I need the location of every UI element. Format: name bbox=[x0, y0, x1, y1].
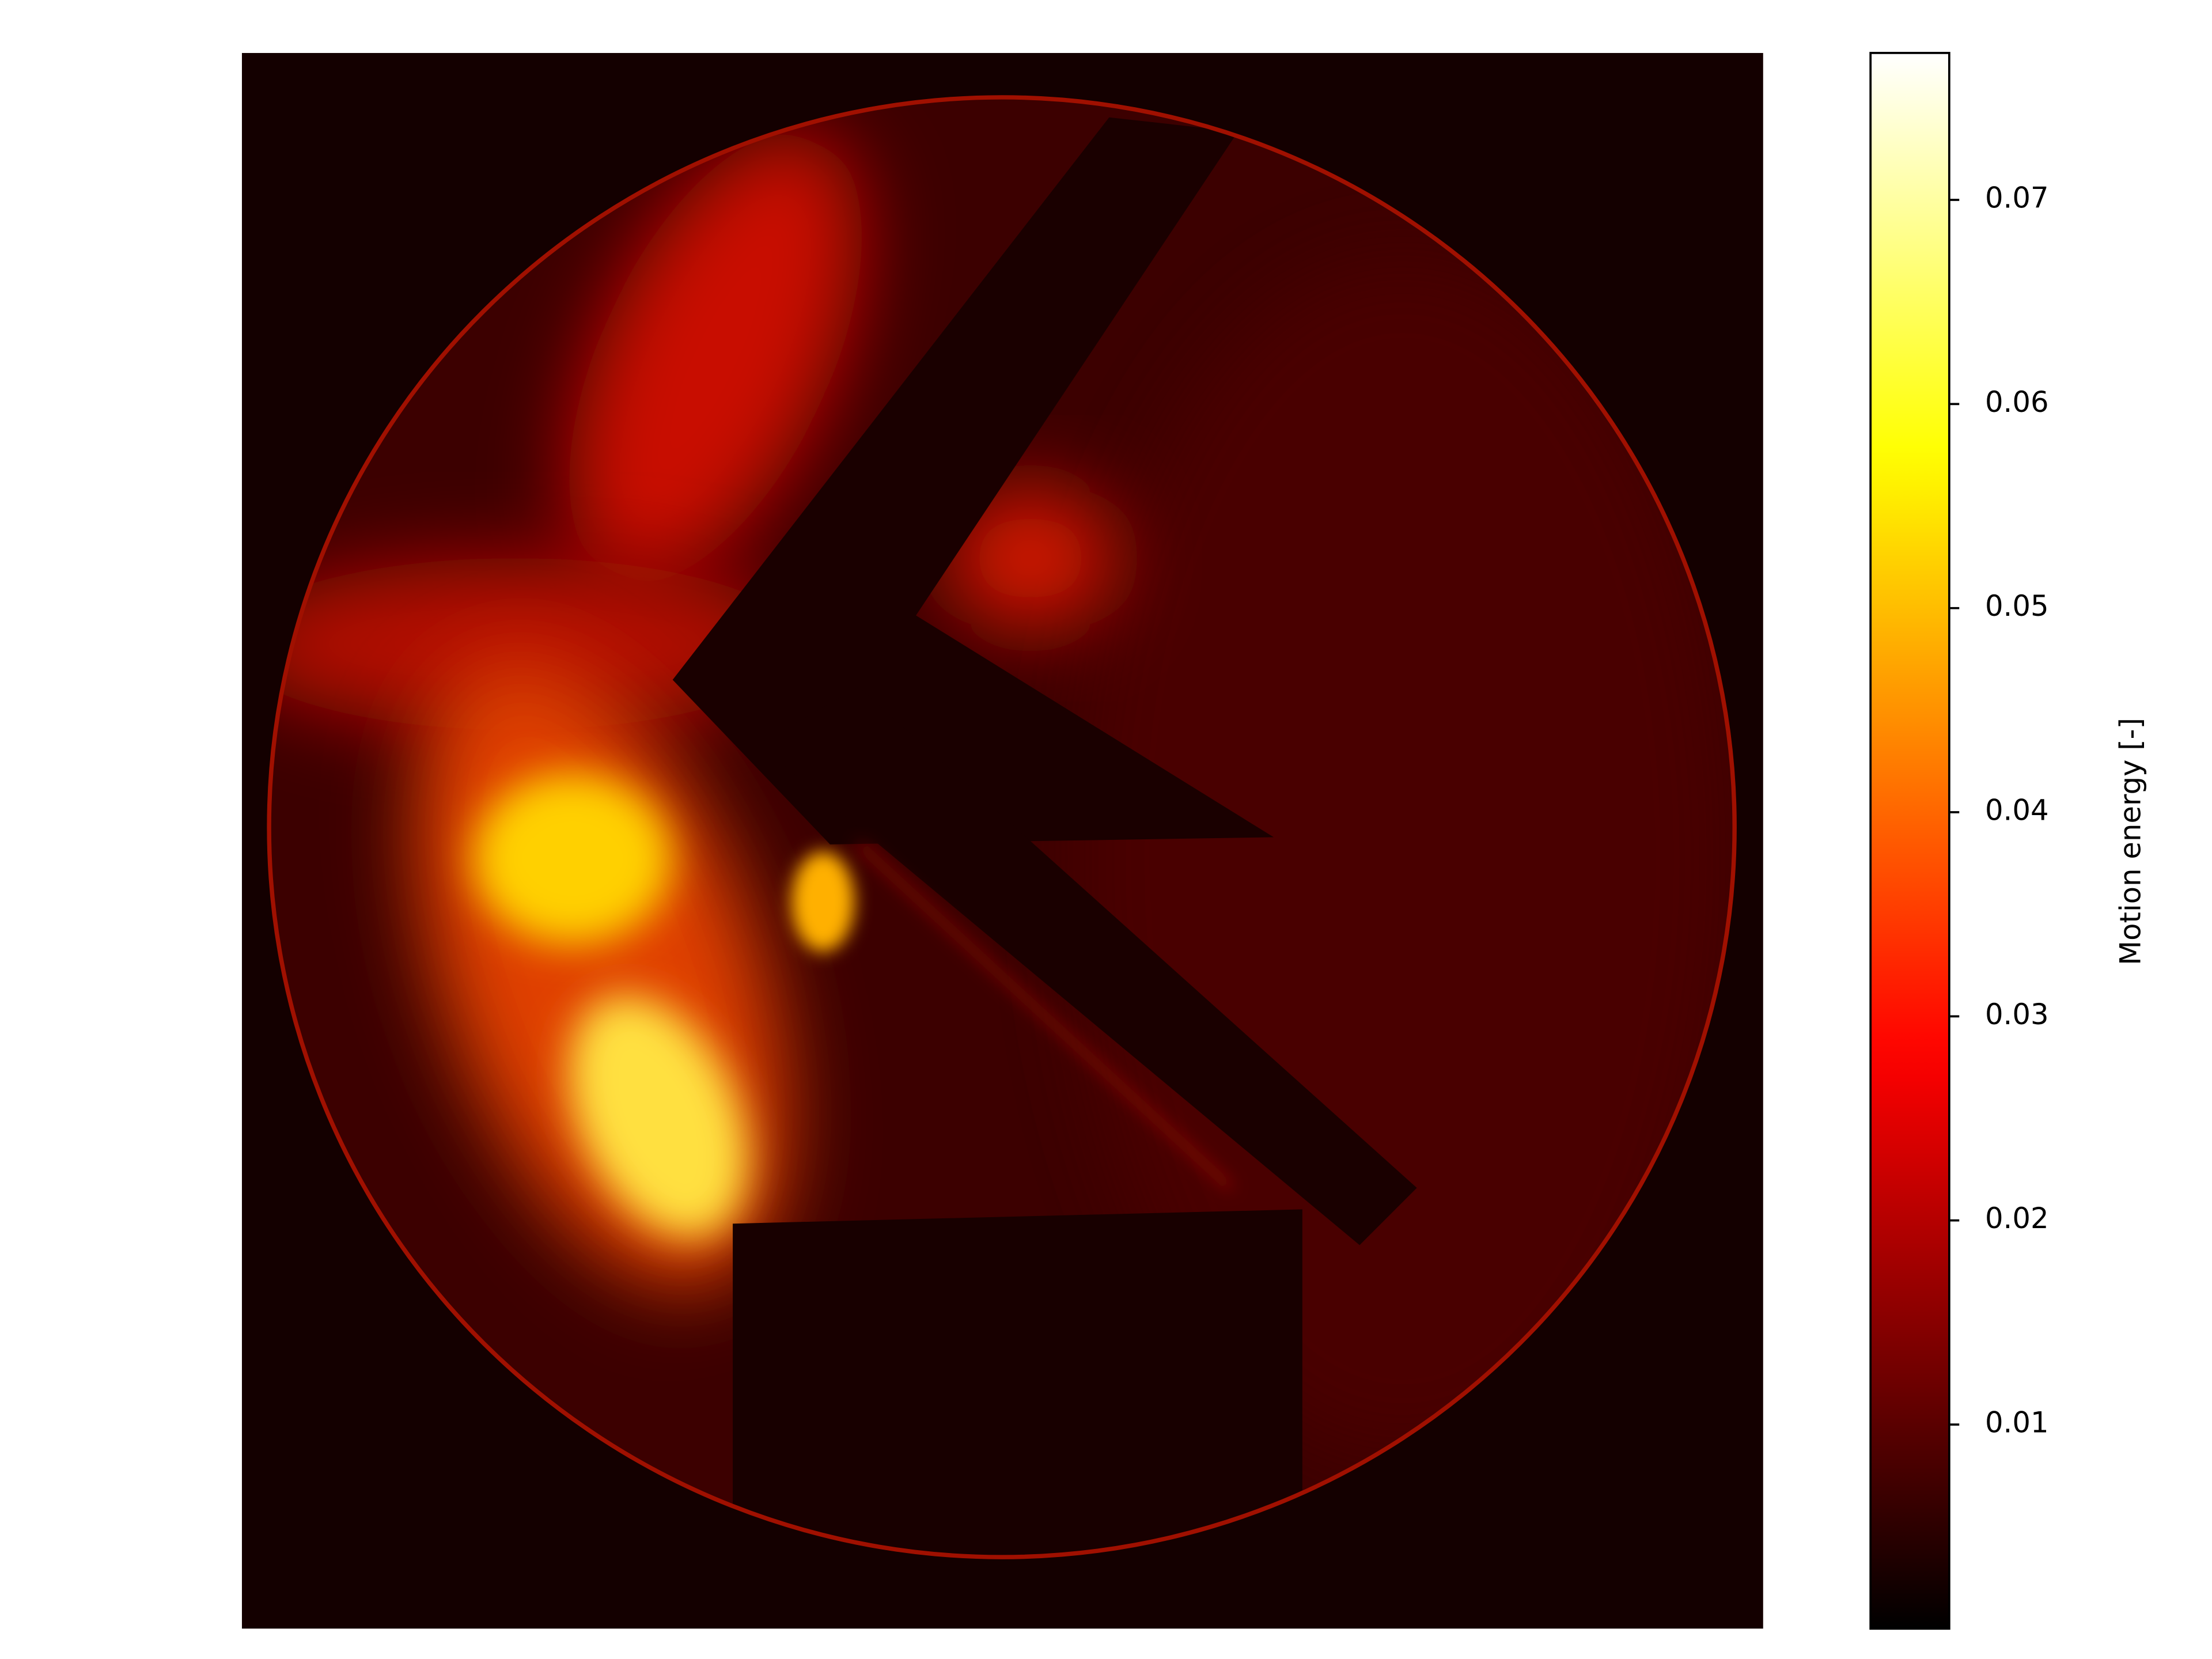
heatmap-image bbox=[241, 52, 1763, 1629]
colorbar-tick-label: 0.04 bbox=[1985, 794, 2049, 827]
colorbar-tick-label: 0.01 bbox=[1985, 1406, 2049, 1440]
colorbar-tick-label: 0.06 bbox=[1985, 385, 2049, 419]
colorbar-tick-label: 0.02 bbox=[1985, 1202, 2049, 1235]
colorbar-tick-label: 0.07 bbox=[1985, 181, 2049, 215]
colorbar-tick-label: 0.05 bbox=[1985, 589, 2049, 623]
colorbar-label: Motion energy [-] bbox=[2113, 718, 2147, 965]
colorbar-tick-label: 0.03 bbox=[1985, 998, 2049, 1031]
colorbar bbox=[1869, 52, 1950, 1630]
